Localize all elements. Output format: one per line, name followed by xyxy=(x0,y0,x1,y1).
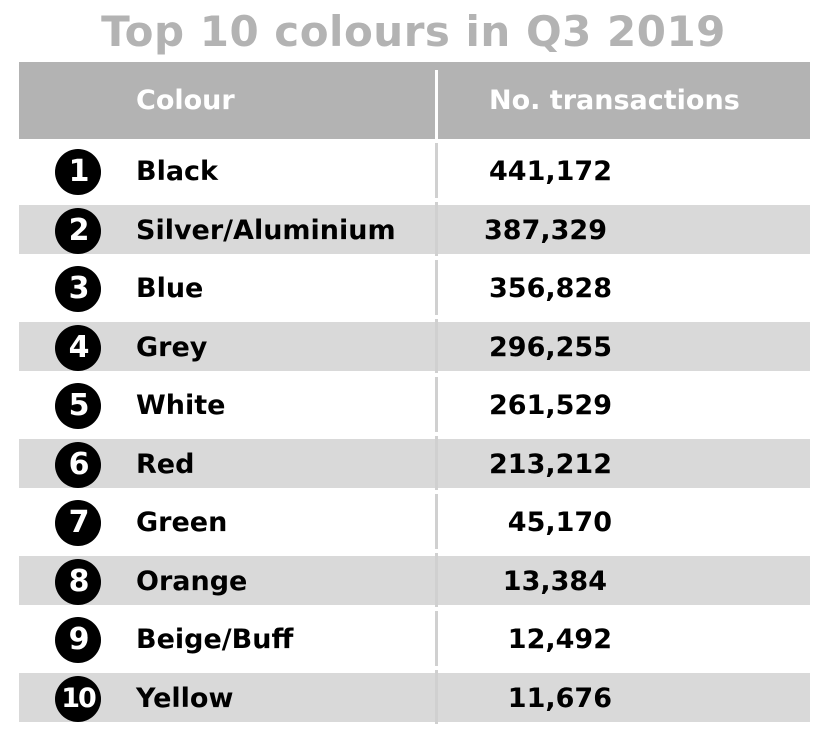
colour-name: Silver/Aluminium xyxy=(136,214,396,246)
transaction-count: 261,529 xyxy=(489,390,612,421)
transaction-count: 13,384 xyxy=(502,565,607,597)
table-row: 9 Beige/Buff 12,492 xyxy=(19,607,810,666)
rank-badge: 1 xyxy=(55,149,101,195)
column-divider xyxy=(435,669,438,724)
colour-name: Grey xyxy=(136,331,208,363)
table-row: 1 Black 441,172 xyxy=(19,139,810,198)
rank-badge: 4 xyxy=(55,324,101,371)
transaction-count: 387,329 xyxy=(484,214,607,246)
table-row: 4 Grey 296,255 xyxy=(19,315,810,373)
rank-badge: 8 xyxy=(55,558,101,605)
column-header-colour: Colour xyxy=(136,85,235,116)
table-row: 3 Blue 356,828 xyxy=(19,256,810,315)
transaction-count: 11,676 xyxy=(507,682,612,714)
row-band xyxy=(19,204,810,254)
column-header-transactions: No. transactions xyxy=(489,85,740,116)
column-divider xyxy=(435,318,438,373)
colour-name: Black xyxy=(136,156,219,187)
colour-name: Orange xyxy=(136,565,248,597)
chart-title: Top 10 colours in Q3 2019 xyxy=(101,7,726,56)
table-row: 10 Yellow 11,676 xyxy=(19,666,810,724)
transaction-count: 441,172 xyxy=(489,156,612,187)
colour-name: Beige/Buff xyxy=(136,624,294,655)
table-row: 7 Green 45,170 xyxy=(19,490,810,549)
rank-badge: 2 xyxy=(55,207,101,254)
colour-name: White xyxy=(136,390,226,421)
colour-name: Blue xyxy=(136,273,204,304)
column-divider xyxy=(435,435,438,490)
rank-badge: 3 xyxy=(55,266,101,312)
colour-name: Yellow xyxy=(136,682,234,714)
column-divider xyxy=(435,494,438,549)
colour-name: Green xyxy=(136,507,228,538)
column-divider xyxy=(435,552,438,607)
column-divider xyxy=(435,70,438,139)
column-divider xyxy=(435,260,438,315)
table-row: 2 Silver/Aluminium 387,329 xyxy=(19,198,810,256)
table-header: Colour No. transactions xyxy=(19,62,810,139)
table-row: 5 White 261,529 xyxy=(19,373,810,432)
transaction-count: 296,255 xyxy=(489,331,612,363)
transaction-count: 45,170 xyxy=(507,507,612,538)
column-divider xyxy=(435,143,438,198)
colours-table: Colour No. transactions 1 Black 441,172 … xyxy=(19,62,810,724)
column-divider xyxy=(435,377,438,432)
row-band xyxy=(19,438,810,488)
column-divider xyxy=(435,201,438,256)
rank-badge: 5 xyxy=(55,383,101,429)
transaction-count: 213,212 xyxy=(489,448,612,480)
rank-badge: 9 xyxy=(55,617,101,663)
table-row: 8 Orange 13,384 xyxy=(19,549,810,607)
row-band xyxy=(19,555,810,605)
row-band xyxy=(19,672,810,722)
colour-name: Red xyxy=(136,448,195,480)
table-row: 6 Red 213,212 xyxy=(19,432,810,490)
rank-badge: 10 xyxy=(55,675,101,722)
transaction-count: 356,828 xyxy=(489,273,612,304)
transaction-count: 12,492 xyxy=(507,624,612,655)
column-divider xyxy=(435,611,438,666)
rank-badge: 6 xyxy=(55,441,101,488)
rank-badge: 7 xyxy=(55,500,101,546)
row-band xyxy=(19,321,810,371)
